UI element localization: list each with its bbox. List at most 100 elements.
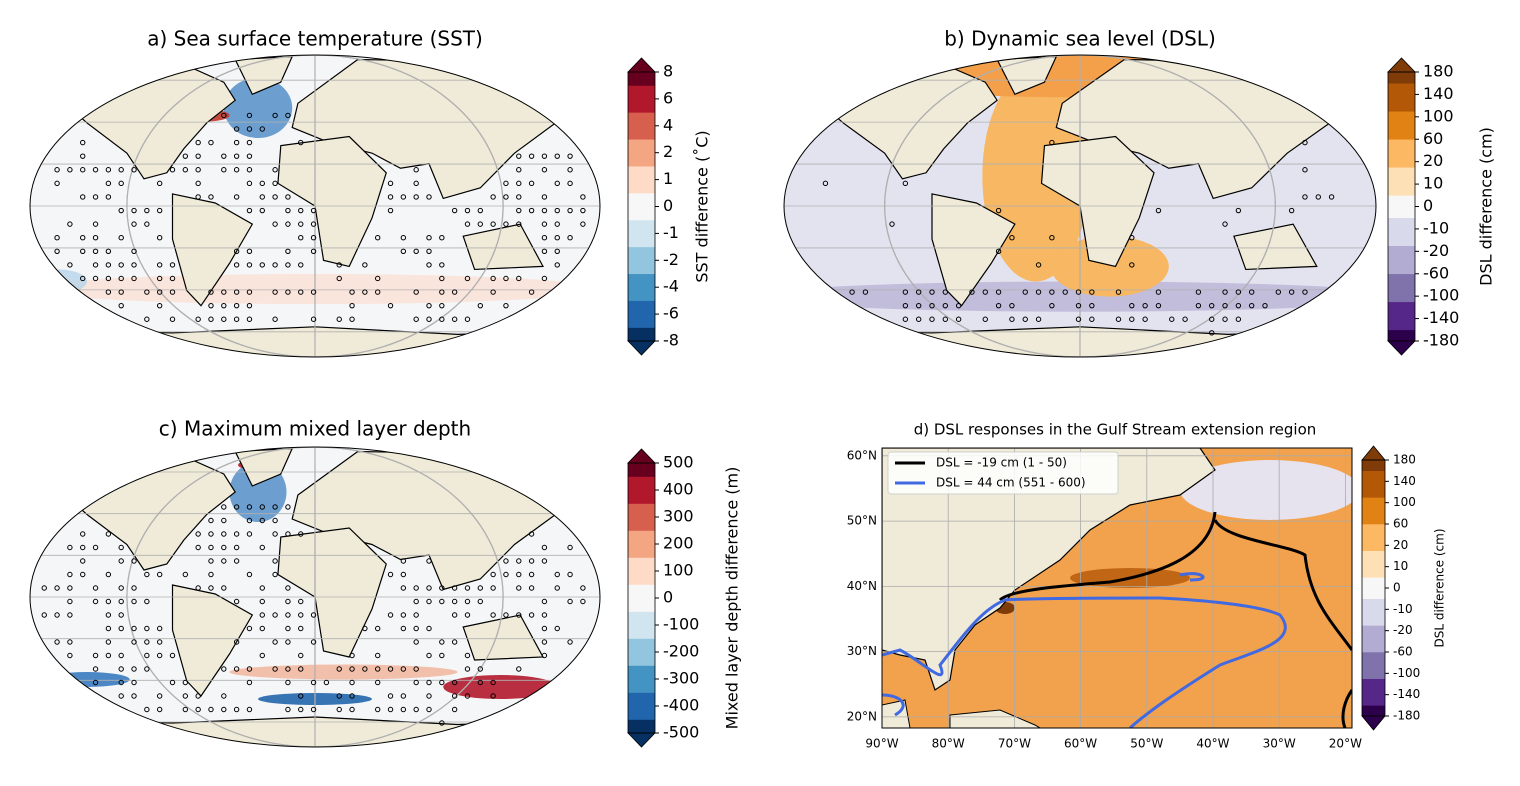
stipple [580, 598, 586, 605]
stipple [80, 531, 86, 537]
stipple [413, 625, 419, 632]
stipple [1115, 289, 1122, 295]
colorbar-tick-label: 60 [1423, 129, 1443, 148]
colorbar-level [628, 233, 655, 241]
stipple [1209, 302, 1215, 309]
stipple [221, 517, 227, 524]
colorbar-level [1362, 646, 1385, 653]
stipple [246, 302, 253, 309]
stipple [554, 262, 560, 268]
stipple [285, 585, 291, 591]
stipple [567, 639, 573, 645]
stipple [105, 194, 112, 200]
stipple [955, 316, 962, 322]
x-tick-label: 90°W [865, 737, 898, 751]
colorbar-level [1362, 678, 1385, 685]
land [234, 55, 294, 96]
contour-line [882, 572, 1287, 728]
stipple [387, 302, 394, 309]
stipple [298, 531, 304, 537]
stipple [969, 289, 975, 295]
stipple [144, 706, 150, 713]
stipple [490, 275, 496, 282]
stipple [902, 316, 909, 322]
stipple [233, 639, 240, 645]
stipple [554, 235, 560, 241]
stipple [182, 167, 189, 173]
stipple [54, 585, 60, 591]
stipple [915, 289, 922, 295]
colorbar-level [628, 651, 655, 660]
colorbar-level [628, 509, 655, 518]
stipple [915, 316, 922, 322]
stipple [1115, 316, 1122, 322]
stipple [67, 544, 73, 551]
stipple [221, 504, 227, 510]
stipple [233, 544, 240, 551]
colorbar-level [1388, 178, 1415, 185]
colorbar-level [628, 644, 655, 653]
stipple [889, 221, 895, 227]
colorbar-level [1362, 667, 1385, 674]
colorbar-level [1362, 683, 1385, 690]
stipple [413, 706, 419, 713]
colorbar-level [628, 219, 655, 227]
colorbar-level [1362, 502, 1385, 509]
stipple [1235, 302, 1242, 309]
stipple [208, 139, 214, 146]
colorbar-tick-label: 60 [1393, 517, 1408, 531]
stipple [567, 544, 573, 551]
stipple [54, 248, 60, 255]
stipple [310, 248, 317, 255]
panel-title: d) DSL responses in the Gulf Stream exte… [914, 421, 1317, 439]
stipple [400, 248, 407, 255]
stipple [272, 167, 278, 173]
stipple [144, 652, 150, 659]
colorbar-level [1388, 223, 1415, 230]
stipple [259, 517, 265, 524]
stipple [208, 302, 214, 309]
stipple [336, 316, 342, 322]
map-outline [29, 54, 601, 358]
stipple [375, 625, 381, 632]
colorbar-label: DSL difference (cm) [1433, 528, 1447, 647]
colorbar-level [628, 105, 655, 113]
stipple [310, 221, 317, 227]
colorbar-level [628, 91, 655, 100]
colorbar-level [1362, 635, 1385, 642]
stipple [92, 275, 99, 282]
stipple [246, 666, 253, 672]
stipple [375, 679, 381, 686]
stipple [298, 262, 304, 268]
stipple [451, 289, 458, 295]
colorbar-level [1362, 587, 1385, 594]
colorbar-level [1362, 513, 1385, 519]
colorbar-tick-label: 20 [1393, 538, 1408, 552]
stipple [156, 235, 163, 241]
colorbar-tick-label: 300 [663, 507, 694, 526]
stipple [516, 666, 522, 672]
stipple [1209, 316, 1215, 322]
stipple [464, 693, 471, 699]
stipple [195, 180, 201, 187]
stipple [221, 666, 227, 672]
stipple [272, 112, 278, 119]
colorbar-level [1388, 71, 1415, 78]
colorbar-level [1362, 491, 1385, 498]
stipple [336, 275, 342, 282]
stipple [144, 625, 150, 632]
stipple [156, 693, 163, 699]
stipple [272, 612, 278, 618]
colorbar-level [1362, 475, 1385, 482]
stipple [554, 221, 560, 227]
stipple [1195, 289, 1202, 295]
field-anomaly [443, 675, 558, 699]
stipple [902, 180, 909, 187]
map-outline [29, 446, 601, 748]
stipple [1262, 302, 1268, 309]
stipple [1049, 235, 1055, 241]
stipple [246, 571, 253, 578]
contour-line [998, 511, 1352, 728]
colorbar-level [628, 199, 655, 207]
stipple [233, 558, 240, 564]
